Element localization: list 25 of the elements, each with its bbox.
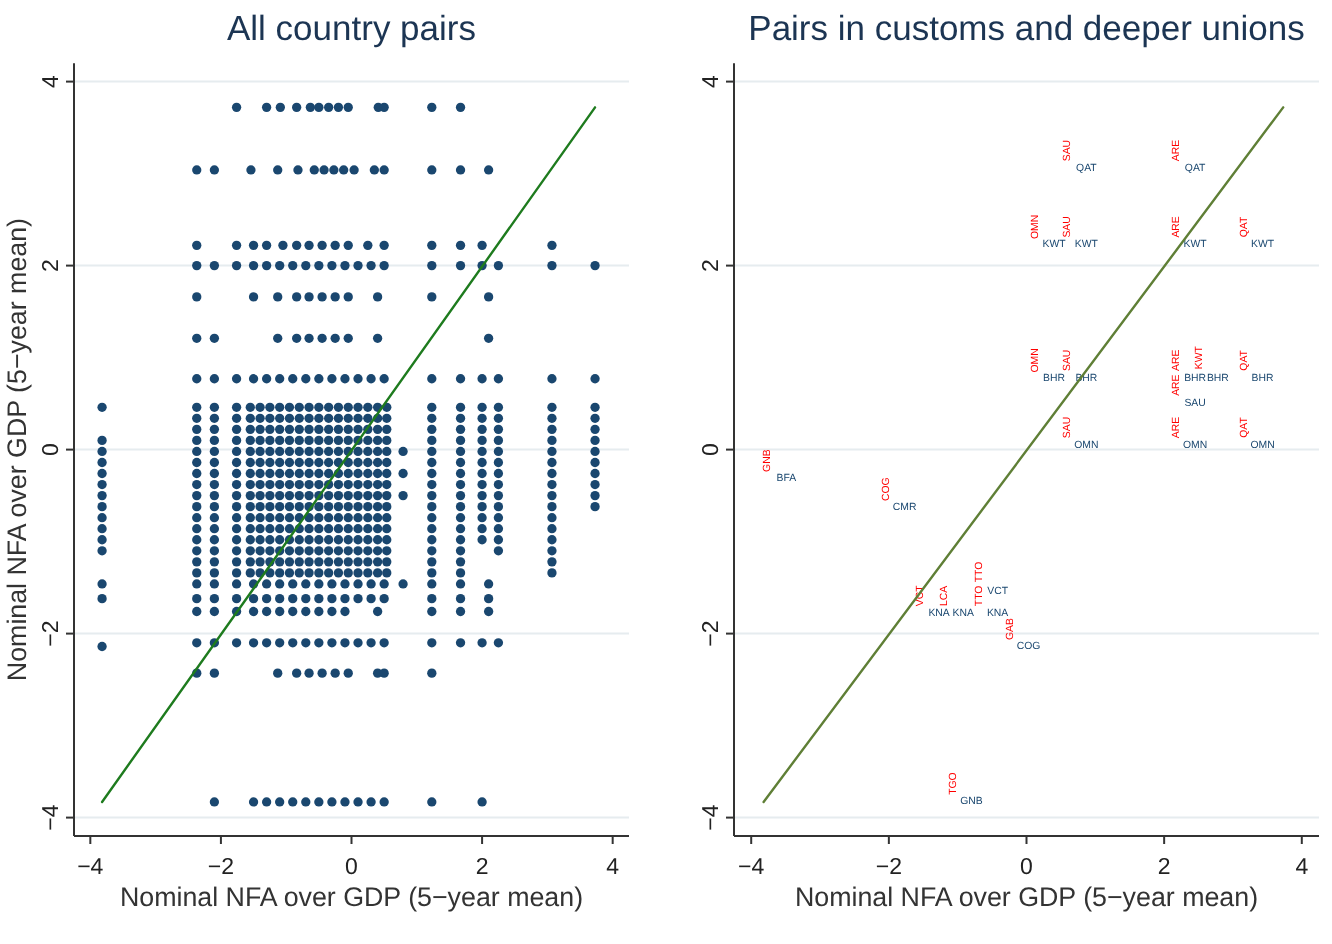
y-tick-label: 0 xyxy=(700,443,724,457)
x-axis-title: Nominal NFA over GDP (5−year mean) xyxy=(794,882,1259,912)
y-tick-label: −4 xyxy=(40,803,64,831)
y-tick-label: −2 xyxy=(700,620,724,647)
x-tick-label: −4 xyxy=(77,856,105,880)
y-axis-title: Nominal NFA over GDP (5−year mean) xyxy=(2,218,32,682)
chart-title: Pairs in customs and deeper unions xyxy=(748,8,1306,48)
x-tick-label: 0 xyxy=(1020,856,1033,880)
x-tick-label: 4 xyxy=(1295,856,1310,880)
x-tick-label: −4 xyxy=(738,856,766,880)
y-tick-label: 4 xyxy=(40,74,64,89)
y-tick-label: 2 xyxy=(700,259,724,273)
x-tick-label: 2 xyxy=(1157,856,1171,880)
y-tick-label: 0 xyxy=(40,443,64,457)
y-tick-label: 2 xyxy=(40,259,64,273)
y-tick-label: 4 xyxy=(700,74,724,89)
x-tick-label: −2 xyxy=(875,856,902,880)
chart-title: All country pairs xyxy=(227,8,477,48)
x-tick-label: −2 xyxy=(207,856,235,880)
x-tick-label: 0 xyxy=(345,856,358,880)
y-tick-label: −4 xyxy=(700,803,724,831)
y-tick-label: −2 xyxy=(40,620,64,647)
x-tick-label: 2 xyxy=(475,856,489,880)
x-tick-label: 4 xyxy=(606,856,621,880)
x-axis-title: Nominal NFA over GDP (5−year mean) xyxy=(119,882,584,912)
